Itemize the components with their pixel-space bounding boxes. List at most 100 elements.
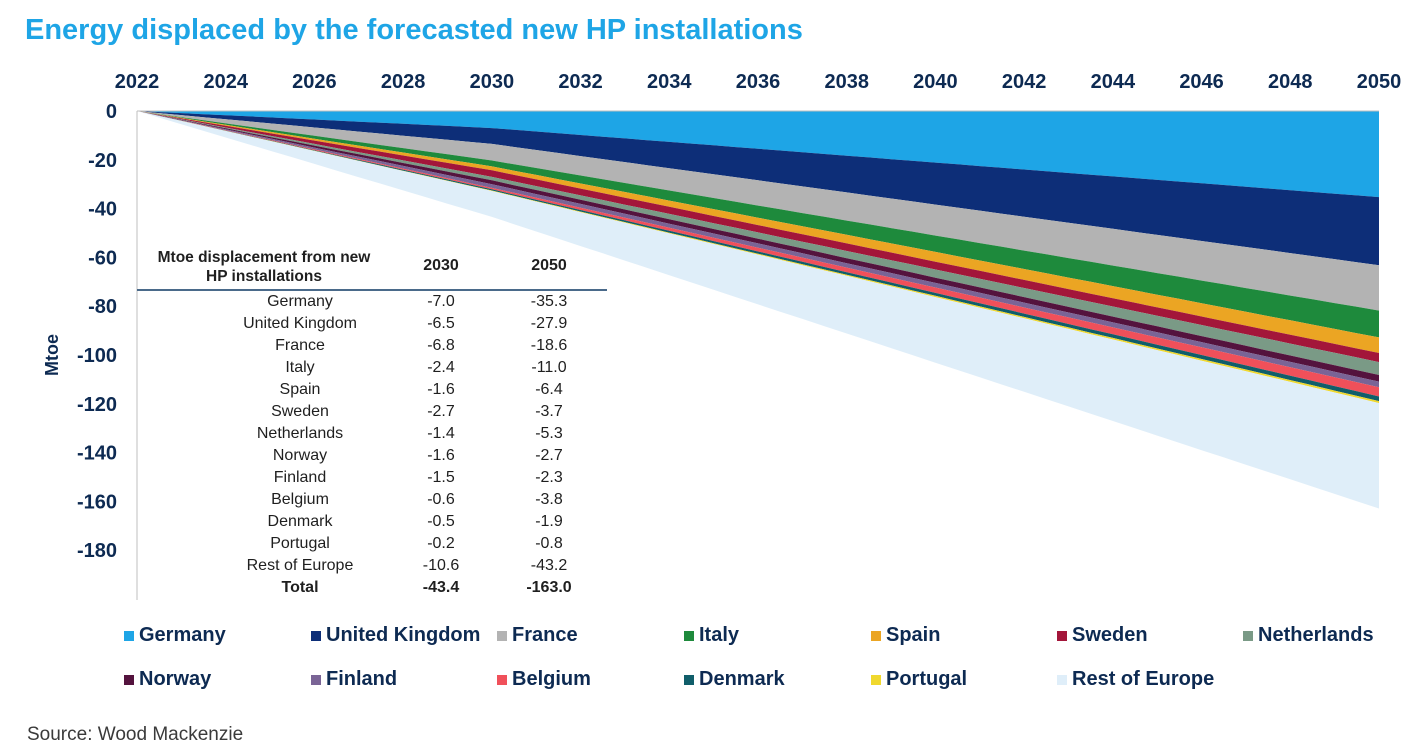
x-tick-label: 2034 [647, 71, 692, 93]
table-row-2030: -0.6 [427, 491, 455, 508]
table-row-label: Belgium [271, 491, 329, 508]
table-row-label: Spain [279, 381, 321, 398]
table-row-2030: -1.6 [427, 447, 455, 464]
table-row-2030: -0.2 [427, 535, 455, 552]
table-row-2050: -5.3 [535, 425, 563, 442]
table-row-label: France [275, 337, 325, 354]
y-tick-label: -80 [88, 296, 117, 318]
legend-label: Italy [699, 624, 740, 646]
y-tick-label: 0 [106, 101, 117, 123]
legend-item-portugal: Portugal [871, 668, 967, 691]
summary-table-total-2050: -163.0 [526, 579, 572, 596]
table-row-label: Germany [267, 293, 333, 310]
legend-item-norway: Norway [124, 668, 211, 691]
x-tick-label: 2042 [1002, 71, 1047, 93]
x-tick-label: 2050 [1357, 71, 1402, 93]
legend-label: France [512, 624, 578, 646]
y-tick-label: -60 [88, 247, 117, 269]
area-germany [137, 111, 1379, 198]
table-row-label: United Kingdom [243, 315, 357, 332]
table-row: Rest of Europe -10.6 -43.2 [137, 555, 607, 577]
table-row-2030: -2.4 [427, 359, 455, 376]
table-row-2030: -7.0 [427, 293, 455, 310]
legend-swatch [684, 630, 694, 641]
summary-table-header: Mtoe displacement from new HP installati… [137, 245, 607, 291]
table-row: Finland -1.5 -2.3 [137, 467, 607, 489]
table-row-label: Rest of Europe [246, 557, 354, 574]
summary-table-header-label: Mtoe displacement from new HP installati… [137, 248, 391, 286]
table-row-2030: -10.6 [422, 557, 460, 574]
summary-table-header-line2: HP installations [206, 268, 322, 285]
legend-label: Norway [139, 668, 212, 690]
legend-item-denmark: Denmark [684, 668, 785, 691]
table-row-2050: -35.3 [530, 293, 568, 310]
table-row-2030: -6.5 [427, 315, 455, 332]
summary-table-col-2050: 2050 [531, 257, 567, 274]
table-row: Sweden -2.7 -3.7 [137, 401, 607, 423]
legend-swatch [1057, 630, 1067, 641]
x-tick-label: 2024 [203, 71, 248, 93]
table-row-2050: -2.3 [535, 469, 563, 486]
table-row-2050: -3.8 [535, 491, 563, 508]
table-row: Italy -2.4 -11.0 [137, 357, 607, 379]
legend-label: Germany [139, 624, 226, 646]
legend-swatch [311, 630, 321, 641]
table-row: Netherlands -1.4 -5.3 [137, 423, 607, 445]
axes-group [136, 110, 1379, 600]
table-row: Norway -1.6 -2.7 [137, 445, 607, 467]
legend-item-sweden: Sweden [1057, 624, 1148, 647]
table-row-2030: -0.5 [427, 513, 455, 530]
legend-swatch [1243, 630, 1253, 641]
table-row-label: Portugal [270, 535, 330, 552]
summary-table-body: Germany -7.0 -35.3 United Kingdom -6.5 -27.9 F… [137, 291, 607, 577]
legend-item-belgium: Belgium [497, 668, 591, 691]
y-tick-label: -160 [77, 491, 117, 513]
table-row: Spain -1.6 -6.4 [137, 379, 607, 401]
table-row-2050: -3.7 [535, 403, 563, 420]
summary-table-header-line1: Mtoe displacement from new [157, 249, 371, 266]
legend-swatch [497, 674, 507, 685]
legend-swatch [871, 630, 881, 641]
legend-item-rest-of-europe: Rest of Europe [1057, 668, 1214, 691]
table-row-label: Norway [272, 447, 328, 464]
table-row-label: Sweden [271, 403, 329, 420]
x-tick-label: 2026 [292, 71, 337, 93]
legend-swatch [1057, 674, 1067, 685]
y-tick-label: -40 [88, 199, 117, 221]
table-row-2050: -27.9 [530, 315, 568, 332]
legend-swatch [124, 674, 134, 685]
x-tick-label: 2038 [824, 71, 869, 93]
chart-title: Energy displaced by the forecasted new H… [25, 14, 803, 46]
x-tick-label: 2044 [1091, 71, 1136, 93]
table-row-label: Finland [273, 469, 327, 486]
table-row-2030: -6.8 [427, 337, 455, 354]
summary-table-col-2030: 2030 [423, 257, 459, 274]
table-row-label: Denmark [267, 513, 333, 530]
legend-swatch [497, 630, 507, 641]
table-row: Germany -7.0 -35.3 [137, 291, 607, 313]
x-tick-labels: 2022 2024 2026 2028 2030 2032 2034 2036 2038 2040… [115, 71, 1402, 93]
legend-label: Belgium [512, 668, 591, 690]
summary-table-total-2030: -43.4 [422, 579, 460, 596]
table-row-2030: -1.6 [427, 381, 455, 398]
legend-label: United Kingdom [326, 624, 481, 646]
table-row-2030: -2.7 [427, 403, 455, 420]
legend-item-italy: Italy [684, 624, 739, 647]
table-row-2030: -1.5 [427, 469, 455, 486]
legend-item-spain: Spain [871, 624, 940, 647]
legend-swatch [124, 630, 134, 641]
table-row-2030: -1.4 [427, 425, 455, 442]
x-tick-label: 2036 [736, 71, 781, 93]
legend-label: Netherlands [1258, 624, 1374, 646]
table-row-2050: -1.9 [535, 513, 563, 530]
y-tick-labels: 0 -20 -40 -60 -80 -100 -120 -140 -160 -180 [77, 101, 117, 562]
x-tick-label: 2028 [381, 71, 426, 93]
y-tick-label: -140 [77, 443, 117, 465]
area-united-kingdom [137, 111, 1379, 266]
area-series-group [137, 111, 1379, 509]
legend-item-united-kingdom: United Kingdom [311, 624, 480, 647]
table-row-label: Netherlands [256, 425, 344, 442]
legend-item-germany: Germany [124, 624, 226, 647]
legend-swatch [684, 674, 694, 685]
summary-table: Mtoe displacement from new HP installati… [137, 245, 607, 599]
